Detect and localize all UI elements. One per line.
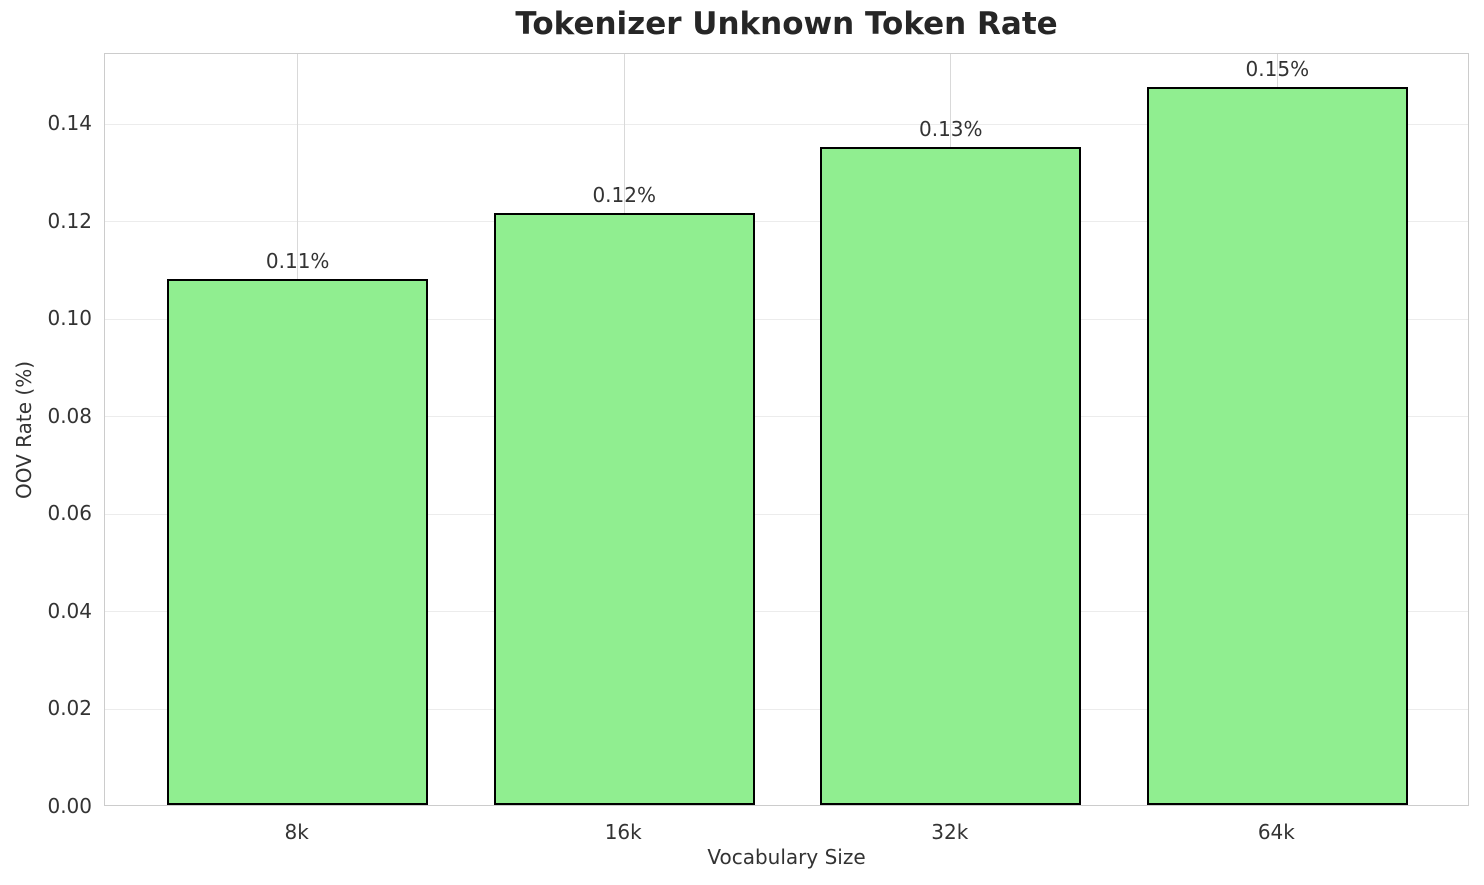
gridline-y-0.04 [105, 611, 1468, 613]
y-tick-label: 0.04 [47, 598, 92, 623]
y-tick-label: 0.12 [47, 208, 92, 233]
y-tick-label: 0.08 [47, 403, 92, 428]
bar-32k [820, 146, 1082, 805]
bar-value-label-8k: 0.11% [265, 249, 330, 274]
y-tick-label: 0.02 [47, 696, 92, 721]
y-tick-label: 0.14 [47, 111, 92, 135]
y-tick-label: 0.00 [47, 794, 92, 818]
plot-area: 0.11% 0.12% 0.13% 0.15% [104, 53, 1469, 806]
bar-value-label-64k: 0.15% [1245, 56, 1310, 81]
bar-64k [1146, 86, 1408, 805]
y-axis-label: OOV Rate (%) [12, 361, 36, 499]
x-tick-label-8k: 8k [284, 820, 309, 844]
bar-value-label-16k: 0.12% [592, 183, 656, 208]
x-tick-label-32k: 32k [931, 820, 969, 844]
gridline-y-0.12 [105, 221, 1468, 223]
x-tick-label-64k: 64k [1257, 820, 1295, 844]
gridline-y-0.10 [105, 318, 1468, 320]
bar-value-label-32k: 0.13% [918, 116, 983, 141]
y-tick-label: 0.10 [47, 306, 92, 331]
gridline-y-0.08 [105, 416, 1468, 418]
x-axis-label: Vocabulary Size [707, 845, 866, 869]
x-tick-label-16k: 16k [604, 820, 642, 844]
gridline-y-0.02 [105, 708, 1468, 710]
gridline-y-0.06 [105, 513, 1468, 515]
chart-title: Tokenizer Unknown Token Rate [515, 6, 1058, 42]
bar-8k [167, 279, 429, 805]
bar-16k [493, 213, 755, 805]
gridline-y-0.14 [105, 123, 1468, 125]
y-tick-label: 0.06 [47, 501, 92, 526]
